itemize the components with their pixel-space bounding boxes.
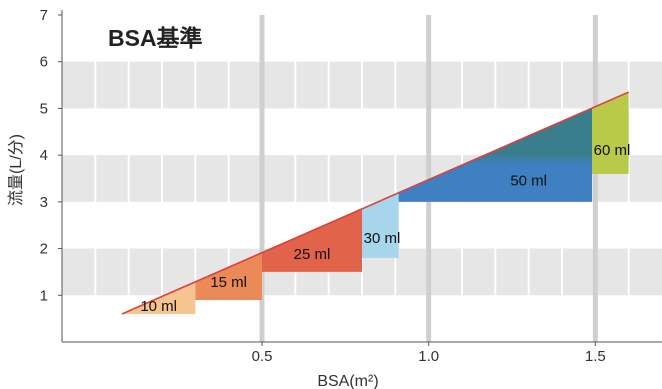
flow-line bbox=[121, 91, 629, 315]
y-tick-label: 2 bbox=[40, 241, 48, 258]
band-15-ml bbox=[195, 252, 262, 300]
y-tick-label: 5 bbox=[40, 100, 48, 117]
y-tick-label: 7 bbox=[40, 7, 48, 24]
band-label: 50 ml bbox=[510, 173, 547, 190]
band-60-ml bbox=[592, 92, 629, 174]
y-tick-label: 1 bbox=[40, 287, 48, 304]
axes: 1 2 3 4 5 6 7 0.5 1.0 1.5 bbox=[40, 7, 662, 365]
band-labels: 10 ml 15 ml 25 ml 30 ml 50 ml 60 ml bbox=[140, 142, 630, 315]
band-25-ml bbox=[262, 208, 362, 272]
y-tick-label: 3 bbox=[40, 194, 48, 211]
x-tick-label: 1.5 bbox=[585, 348, 606, 365]
band-label: 15 ml bbox=[210, 274, 247, 291]
band-label: 60 ml bbox=[594, 142, 631, 159]
y-axis-label: 流量(L/分) bbox=[7, 134, 25, 206]
y-tick-label: 6 bbox=[40, 54, 48, 71]
band-label: 25 ml bbox=[294, 246, 331, 263]
x-tick-label: 1.0 bbox=[418, 348, 439, 365]
flow-diagonal-line bbox=[121, 91, 629, 315]
band-label: 10 ml bbox=[140, 298, 177, 315]
y-tick-label: 4 bbox=[40, 147, 48, 164]
band-label: 30 ml bbox=[364, 230, 401, 247]
chart-title: BSA基準 bbox=[108, 25, 203, 51]
x-tick-label: 0.5 bbox=[252, 348, 273, 365]
x-axis-label: BSA(m²) bbox=[317, 373, 378, 389]
band-50-ml bbox=[398, 108, 592, 202]
band-30-ml bbox=[362, 192, 399, 258]
